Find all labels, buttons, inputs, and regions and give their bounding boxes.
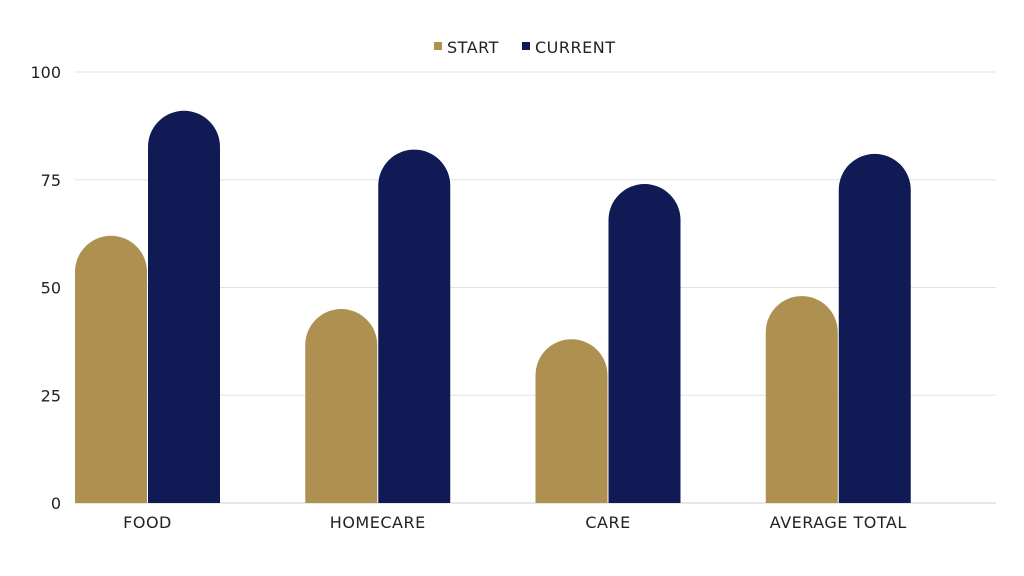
category-label: AVERAGE TOTAL bbox=[770, 513, 907, 532]
bar-start-3 bbox=[535, 339, 608, 503]
bar-current-2 bbox=[378, 149, 451, 503]
y-tick-label: 100 bbox=[30, 63, 61, 82]
bar-start-2 bbox=[305, 309, 378, 503]
y-tick-label: 75 bbox=[41, 171, 61, 190]
category-label: CARE bbox=[585, 513, 630, 532]
y-tick-label: 25 bbox=[41, 386, 61, 405]
bar-current-1 bbox=[148, 110, 220, 504]
y-tick-label: 0 bbox=[51, 494, 61, 513]
legend: START CURRENT bbox=[434, 38, 615, 57]
bar-current-3 bbox=[608, 184, 681, 503]
legend-label-current: CURRENT bbox=[535, 38, 615, 57]
bars bbox=[75, 110, 911, 504]
bar-start-4 bbox=[765, 296, 838, 503]
legend-label-start: START bbox=[447, 38, 499, 57]
x-axis: FOOD HOMECARE CARE AVERAGE TOTAL bbox=[123, 513, 907, 532]
category-label: FOOD bbox=[123, 513, 172, 532]
bar-start-1 bbox=[75, 235, 147, 503]
legend-swatch-start bbox=[434, 42, 442, 50]
y-axis: 0 25 50 75 100 bbox=[30, 63, 61, 513]
category-label: HOMECARE bbox=[330, 513, 426, 532]
y-tick-label: 50 bbox=[41, 279, 61, 298]
legend-swatch-current bbox=[522, 42, 530, 50]
bar-current-4 bbox=[838, 153, 911, 503]
